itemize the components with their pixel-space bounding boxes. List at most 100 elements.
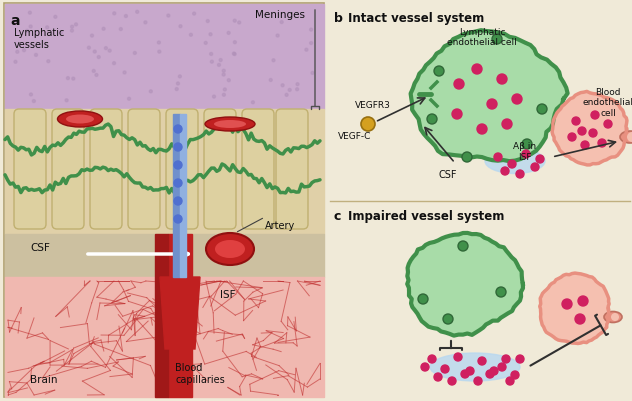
Circle shape: [434, 373, 442, 381]
Circle shape: [59, 32, 63, 35]
Circle shape: [508, 160, 516, 168]
Circle shape: [536, 156, 544, 164]
FancyBboxPatch shape: [204, 110, 236, 229]
FancyBboxPatch shape: [52, 110, 84, 229]
Circle shape: [474, 377, 482, 385]
Circle shape: [72, 78, 75, 81]
FancyBboxPatch shape: [128, 110, 160, 229]
Circle shape: [157, 42, 161, 45]
Text: Blood
capillaries: Blood capillaries: [175, 363, 225, 384]
FancyBboxPatch shape: [14, 110, 46, 229]
Ellipse shape: [205, 118, 255, 132]
Circle shape: [443, 314, 453, 324]
Polygon shape: [5, 277, 324, 397]
Circle shape: [174, 198, 182, 205]
Circle shape: [421, 363, 429, 371]
Circle shape: [119, 28, 123, 31]
Circle shape: [496, 287, 506, 297]
Circle shape: [210, 61, 214, 64]
Text: Brain: Brain: [30, 374, 58, 384]
Ellipse shape: [430, 353, 520, 381]
Circle shape: [497, 75, 507, 85]
Circle shape: [35, 54, 37, 57]
Polygon shape: [168, 235, 192, 397]
Circle shape: [441, 365, 449, 373]
Circle shape: [228, 79, 230, 83]
Circle shape: [428, 355, 436, 363]
Circle shape: [149, 91, 152, 93]
Circle shape: [97, 57, 100, 59]
Circle shape: [310, 43, 313, 45]
Circle shape: [174, 180, 182, 188]
Circle shape: [288, 89, 291, 92]
Circle shape: [16, 51, 19, 54]
Circle shape: [46, 27, 49, 30]
Circle shape: [502, 355, 510, 363]
Circle shape: [512, 95, 522, 105]
Circle shape: [516, 355, 524, 363]
Circle shape: [591, 112, 599, 120]
Circle shape: [361, 118, 375, 132]
Circle shape: [487, 100, 497, 110]
Text: Lymphatic
vessels: Lymphatic vessels: [14, 28, 64, 50]
Ellipse shape: [485, 149, 545, 174]
Circle shape: [272, 60, 275, 63]
Circle shape: [179, 26, 182, 29]
Circle shape: [418, 294, 428, 304]
Text: Lymphatic
endothelial cell: Lymphatic endothelial cell: [447, 28, 517, 47]
Circle shape: [604, 121, 612, 129]
Ellipse shape: [58, 112, 102, 128]
Circle shape: [448, 377, 456, 385]
Circle shape: [252, 101, 255, 105]
Circle shape: [627, 133, 632, 143]
Circle shape: [478, 357, 486, 365]
Circle shape: [222, 70, 225, 73]
Circle shape: [233, 53, 235, 56]
Circle shape: [174, 162, 182, 170]
Circle shape: [427, 115, 437, 125]
Polygon shape: [160, 277, 200, 349]
Circle shape: [29, 26, 32, 29]
Circle shape: [458, 241, 468, 251]
Text: ISF: ISF: [220, 289, 236, 299]
Text: Impaired vessel system: Impaired vessel system: [348, 209, 504, 223]
Circle shape: [454, 353, 462, 361]
Circle shape: [454, 80, 464, 90]
Polygon shape: [173, 115, 180, 277]
Circle shape: [281, 85, 284, 87]
Ellipse shape: [66, 115, 94, 124]
Circle shape: [502, 120, 512, 130]
Circle shape: [486, 370, 494, 378]
Circle shape: [71, 26, 73, 29]
Circle shape: [578, 128, 586, 136]
Circle shape: [90, 35, 94, 38]
Circle shape: [310, 29, 313, 32]
Circle shape: [217, 64, 221, 67]
Polygon shape: [5, 235, 324, 277]
Circle shape: [54, 16, 57, 19]
Circle shape: [477, 125, 487, 135]
Circle shape: [167, 15, 170, 18]
Circle shape: [23, 50, 25, 53]
Circle shape: [190, 34, 192, 37]
Circle shape: [233, 53, 236, 57]
Circle shape: [112, 63, 116, 65]
Text: CSF: CSF: [439, 170, 457, 180]
Circle shape: [133, 52, 137, 55]
Circle shape: [506, 377, 514, 385]
Circle shape: [174, 144, 182, 152]
Circle shape: [285, 94, 288, 97]
Circle shape: [581, 142, 589, 150]
Text: Blood
endothelial
cell: Blood endothelial cell: [583, 88, 632, 117]
Circle shape: [434, 67, 444, 77]
Circle shape: [136, 11, 138, 14]
Circle shape: [94, 51, 96, 54]
Circle shape: [204, 42, 207, 45]
Circle shape: [522, 151, 530, 159]
Circle shape: [296, 83, 299, 87]
Circle shape: [175, 88, 178, 91]
Circle shape: [30, 94, 32, 97]
Circle shape: [238, 22, 241, 25]
Circle shape: [75, 24, 78, 27]
Circle shape: [498, 363, 506, 371]
